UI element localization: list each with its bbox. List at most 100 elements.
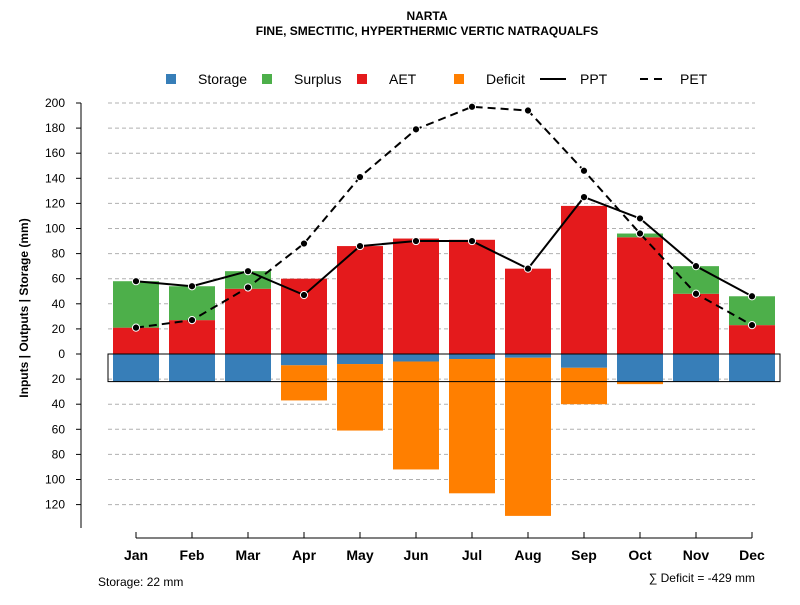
pet-point bbox=[467, 102, 477, 111]
y-tick-label: 160 bbox=[45, 146, 65, 160]
storage-bar bbox=[281, 354, 327, 366]
x-tick-label: Jan bbox=[124, 547, 148, 563]
pet-point bbox=[243, 283, 253, 292]
x-tick-label: Jun bbox=[404, 547, 429, 563]
legend-swatch bbox=[357, 74, 367, 84]
ppt-point bbox=[579, 193, 589, 202]
y-tick-label: 80 bbox=[52, 447, 66, 461]
storage-bar bbox=[393, 354, 439, 362]
y-tick-label: 20 bbox=[52, 372, 66, 386]
pet-point bbox=[131, 323, 141, 332]
aet-bar bbox=[281, 278, 327, 354]
y-tick-label: 0 bbox=[58, 347, 65, 361]
legend-label: PET bbox=[680, 71, 708, 87]
legend-swatch bbox=[166, 74, 176, 84]
legend-label: Deficit bbox=[486, 71, 525, 87]
x-tick-label: Oct bbox=[628, 547, 652, 563]
pet-point bbox=[411, 125, 421, 134]
storage-capacity-box bbox=[107, 353, 781, 383]
y-axis-label: Inputs | Outputs | Storage (mm) bbox=[17, 218, 31, 397]
ppt-point bbox=[411, 236, 421, 246]
deficit-bar bbox=[561, 367, 607, 405]
aet-bar bbox=[337, 246, 383, 354]
storage-bar bbox=[449, 354, 495, 360]
surplus-bar bbox=[673, 266, 719, 294]
aet-bar bbox=[505, 268, 551, 354]
pet-point bbox=[523, 106, 533, 115]
x-tick-label: May bbox=[346, 547, 373, 563]
storage-bar bbox=[673, 354, 719, 382]
legend-label: AET bbox=[389, 71, 417, 87]
legend: Storage Surplus AET Deficit PPT PET bbox=[166, 71, 708, 87]
deficit-bar bbox=[505, 357, 551, 516]
y-tick-label: 40 bbox=[52, 297, 66, 311]
ppt-point bbox=[691, 262, 701, 271]
aet-bar bbox=[449, 239, 495, 354]
ppt-line bbox=[135, 195, 753, 298]
pet-point bbox=[747, 321, 757, 330]
surplus-bar bbox=[729, 296, 775, 326]
pet-point bbox=[691, 289, 701, 298]
legend-swatch bbox=[262, 74, 272, 84]
ppt-point bbox=[355, 241, 365, 251]
ppt-point bbox=[467, 236, 477, 246]
ppt-point bbox=[243, 267, 253, 276]
ppt-point bbox=[299, 290, 309, 300]
aet-bar bbox=[729, 325, 775, 354]
ppt-point bbox=[523, 264, 533, 273]
pet-line bbox=[135, 105, 753, 329]
y-tick-label: 40 bbox=[52, 397, 66, 411]
surplus-bar bbox=[169, 286, 215, 321]
storage-bar bbox=[225, 354, 271, 382]
y-tick-label: 60 bbox=[52, 272, 66, 286]
storage-bar bbox=[505, 354, 551, 358]
y-tick-label: 20 bbox=[52, 322, 66, 336]
storage-note: Storage: 22 mm bbox=[98, 575, 183, 589]
x-tick-label: Mar bbox=[236, 547, 261, 563]
deficit-bar bbox=[449, 359, 495, 494]
deficit-bar bbox=[393, 361, 439, 470]
ppt-point bbox=[131, 277, 141, 286]
storage-bar bbox=[337, 354, 383, 365]
x-tick-label: Apr bbox=[292, 547, 317, 563]
x-tick-label: Nov bbox=[683, 547, 710, 563]
surplus-bar bbox=[113, 281, 159, 328]
ppt-point bbox=[187, 282, 197, 291]
chart-subtitle: FINE, SMECTITIC, HYPERTHERMIC VERTIC NAT… bbox=[256, 24, 598, 38]
y-tick-label: 100 bbox=[45, 222, 65, 236]
y-tick-label: 60 bbox=[52, 422, 66, 436]
legend-label: PPT bbox=[580, 71, 608, 87]
pet-point bbox=[635, 229, 645, 238]
ppt-point bbox=[635, 214, 645, 223]
aet-bar bbox=[561, 205, 607, 354]
aet-bar bbox=[673, 293, 719, 354]
ppt-point bbox=[747, 292, 757, 301]
x-tick-label: Aug bbox=[514, 547, 541, 563]
legend-swatch bbox=[454, 74, 464, 84]
pet-point bbox=[299, 239, 309, 248]
pet-point bbox=[187, 316, 197, 325]
aet-bar bbox=[225, 288, 271, 354]
deficit-note: ∑ Deficit = -429 mm bbox=[649, 571, 755, 585]
deficit-bar bbox=[281, 365, 327, 401]
aet-bar bbox=[617, 237, 663, 354]
x-tick-label: Dec bbox=[739, 547, 765, 563]
y-tick-label: 180 bbox=[45, 121, 65, 135]
y-tick-label: 80 bbox=[52, 247, 66, 261]
aet-bar bbox=[113, 327, 159, 354]
y-tick-label: 140 bbox=[45, 171, 65, 185]
lines bbox=[131, 102, 757, 332]
storage-bar bbox=[729, 354, 775, 382]
x-tick-label: Jul bbox=[462, 547, 482, 563]
pet-point bbox=[579, 166, 589, 175]
aet-bar bbox=[393, 238, 439, 354]
deficit-bar bbox=[337, 364, 383, 431]
legend-label: Storage bbox=[198, 71, 247, 87]
legend-label: Surplus bbox=[294, 71, 341, 87]
deficit-bar bbox=[617, 381, 663, 385]
y-tick-label: 120 bbox=[45, 196, 65, 210]
x-tick-label: Feb bbox=[180, 547, 205, 563]
x-tick-label: Sep bbox=[571, 547, 597, 563]
